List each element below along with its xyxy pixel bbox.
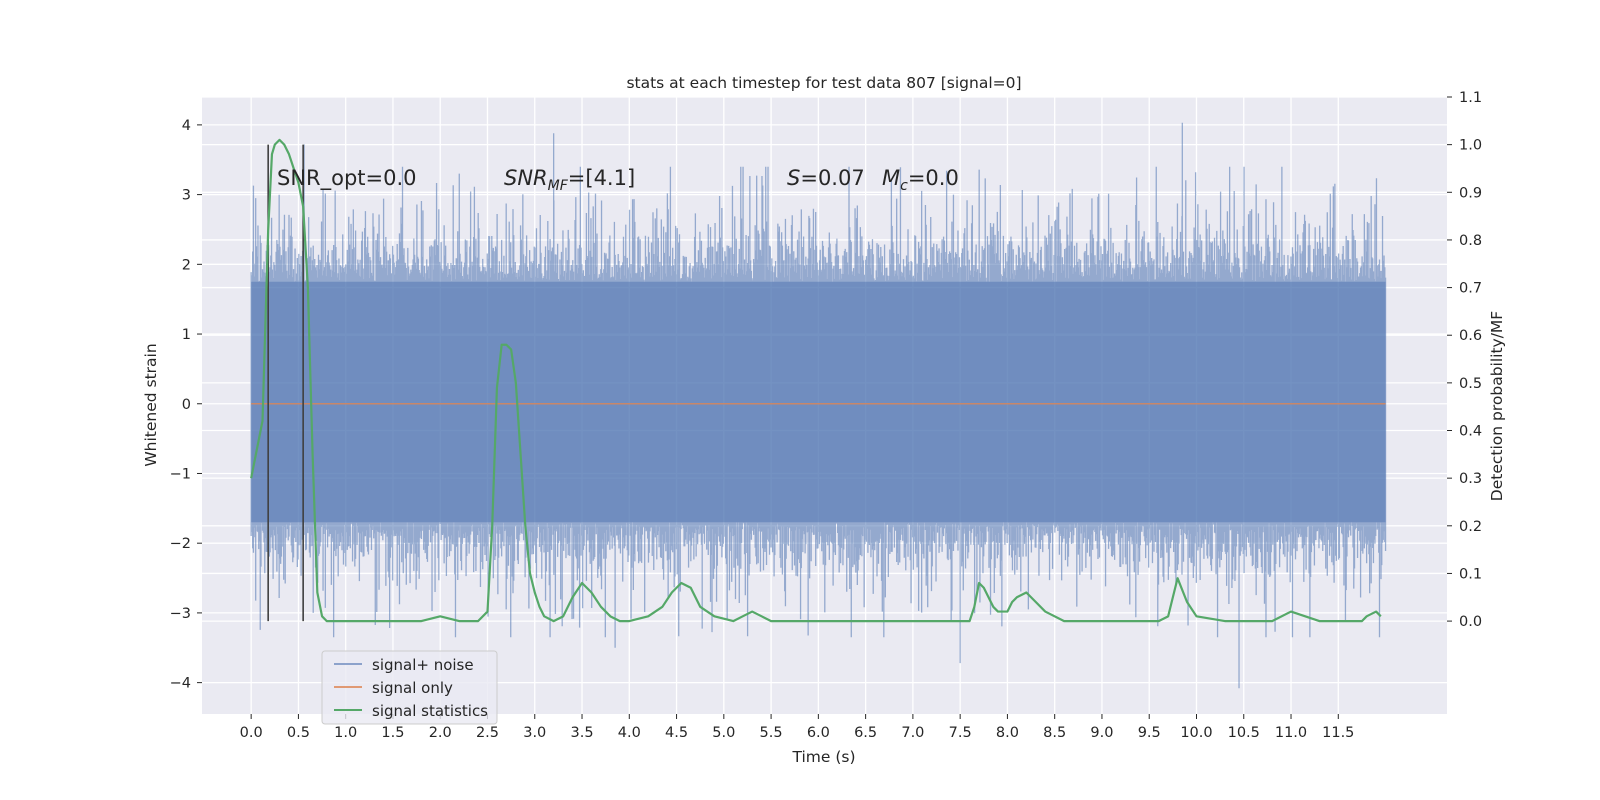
x-tick-label: 11.5 xyxy=(1322,725,1354,741)
y2-tick-label: 1.0 xyxy=(1459,138,1482,154)
y-tick-label: 4 xyxy=(182,118,191,134)
legend-label-noise: signal+ noise xyxy=(372,656,474,674)
y2-tick-label: 0.9 xyxy=(1459,185,1482,201)
right-y-axis-label: Detection probability/MF xyxy=(1488,311,1506,502)
x-tick-label: 5.5 xyxy=(760,725,783,741)
y2-tick-label: 1.1 xyxy=(1459,90,1482,106)
x-tick-label: 1.0 xyxy=(334,725,357,741)
y-tick-label: 2 xyxy=(182,257,191,273)
legend-label-signal-only: signal only xyxy=(372,679,453,697)
x-tick-label: 11.0 xyxy=(1275,725,1307,741)
y2-tick-label: 0.6 xyxy=(1459,328,1482,344)
x-tick-label: 0.0 xyxy=(240,725,263,741)
legend-box xyxy=(321,650,498,725)
x-tick-label: 7.5 xyxy=(949,725,972,741)
x-tick-label: 7.0 xyxy=(901,725,924,741)
x-axis-label: Time (s) xyxy=(791,748,855,766)
x-tick-label: 10.5 xyxy=(1228,725,1260,741)
x-tick-label: 2.0 xyxy=(429,725,452,741)
x-tick-label: 8.5 xyxy=(1043,725,1066,741)
y-tick-label: 1 xyxy=(182,327,191,343)
left-axis-ticks: −4 −3 −2 −1 0 1 2 3 4 xyxy=(170,118,202,692)
right-axis-ticks: 0.0 0.1 0.2 0.3 0.4 0.5 0.6 0.7 0.8 0.9 1.0 1.1 xyxy=(1447,90,1482,630)
y-tick-label: −2 xyxy=(170,536,191,552)
x-tick-label: 6.5 xyxy=(854,725,877,741)
x-tick-label: 3.5 xyxy=(570,725,593,741)
x-tick-label: 4.5 xyxy=(665,725,688,741)
signal-statistics-line xyxy=(250,138,1382,623)
annotations: SNR_opt=0.0 SNRMF=[4.1] S=0.07 Mc=0.0 xyxy=(277,166,959,194)
signal-statistics-series xyxy=(250,138,1382,623)
y-tick-label: 3 xyxy=(182,188,191,204)
x-axis-ticks: 0.0 0.5 1.0 1.5 2.0 2.5 3.0 3.5 4.0 4.5 5.0 5.5 6.0 6… xyxy=(240,714,1354,741)
y-axis-label: Whitened strain xyxy=(142,343,160,466)
y2-tick-label: 0.1 xyxy=(1459,566,1482,582)
annotation-mc-value: Mc=0.0 xyxy=(882,166,959,194)
annotation-s-value: S=0.07 xyxy=(787,166,865,190)
x-tick-label: 5.0 xyxy=(712,725,735,741)
x-tick-label: 10.0 xyxy=(1180,725,1212,741)
y2-tick-label: 0.4 xyxy=(1459,424,1482,440)
annotation-snr-opt: SNR_opt=0.0 xyxy=(277,166,417,191)
x-tick-label: 0.5 xyxy=(287,725,310,741)
x-tick-label: 8.0 xyxy=(996,725,1019,741)
y2-tick-label: 0.3 xyxy=(1459,471,1482,487)
legend: signal+ noise signal only signal statist… xyxy=(321,650,498,725)
x-tick-label: 3.0 xyxy=(523,725,546,741)
annotation-snr-mf: SNRMF=[4.1] xyxy=(504,166,635,194)
x-tick-label: 1.5 xyxy=(381,725,404,741)
legend-label-statistics: signal statistics xyxy=(372,702,488,720)
chart-title: stats at each timestep for test data 807… xyxy=(626,74,1021,92)
y2-tick-label: 0.7 xyxy=(1459,281,1482,297)
y-tick-label: −4 xyxy=(170,676,191,692)
y2-tick-label: 0.0 xyxy=(1459,614,1482,630)
x-tick-label: 9.0 xyxy=(1090,725,1113,741)
x-tick-label: 9.5 xyxy=(1138,725,1161,741)
y2-tick-label: 0.8 xyxy=(1459,233,1482,249)
y2-tick-label: 0.2 xyxy=(1459,519,1482,535)
x-tick-label: 4.0 xyxy=(618,725,641,741)
y-tick-label: 0 xyxy=(182,397,191,413)
x-tick-label: 2.5 xyxy=(476,725,499,741)
y2-tick-label: 0.5 xyxy=(1459,376,1482,392)
x-tick-label: 6.0 xyxy=(807,725,830,741)
y-tick-label: −1 xyxy=(170,466,191,482)
y-tick-label: −3 xyxy=(170,606,191,622)
signal-noise-series xyxy=(250,122,1387,689)
